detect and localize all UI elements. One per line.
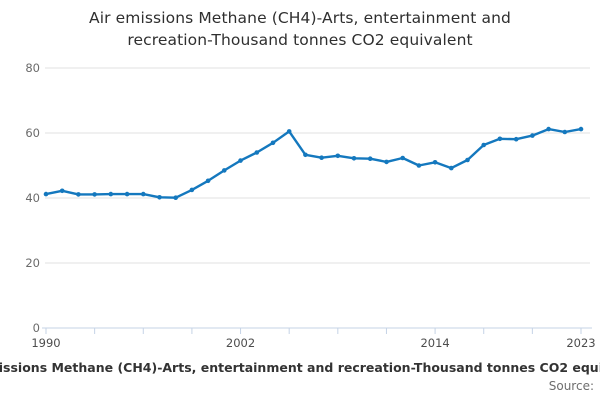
data-point — [124, 191, 130, 197]
series-line — [44, 127, 583, 199]
data-point — [286, 129, 292, 134]
data-point — [562, 129, 568, 135]
data-point — [416, 163, 422, 168]
y-tick-label: 80 — [25, 61, 40, 75]
data-point — [465, 157, 470, 163]
x-tick-label: 2014 — [420, 336, 449, 350]
y-axis-labels: 0 20 40 60 80 — [25, 61, 40, 335]
y-tick-label: 60 — [25, 126, 40, 140]
data-point — [319, 155, 324, 160]
data-point — [157, 195, 162, 200]
data-point — [481, 142, 487, 148]
chart-title-line2: recreation-Thousand tonnes CO2 equivalen… — [127, 31, 473, 49]
x-tick-label: 1990 — [31, 336, 60, 350]
y-tick-label: 20 — [25, 256, 40, 270]
data-point — [141, 191, 146, 197]
data-point — [449, 165, 454, 171]
data-point — [222, 168, 227, 173]
data-point — [384, 159, 389, 165]
x-tick-label: 2023 — [566, 336, 595, 350]
data-point — [497, 136, 503, 142]
source-label: Source: — [548, 379, 594, 393]
data-point — [238, 158, 243, 163]
data-point-markers — [43, 126, 584, 200]
data-point — [530, 133, 535, 138]
chart-title-line1: Air emissions Methane (CH4)-Arts, entert… — [89, 9, 511, 27]
data-point — [513, 136, 519, 142]
gridlines — [45, 67, 590, 264]
data-point — [76, 192, 81, 197]
data-point — [335, 153, 341, 159]
data-point — [254, 150, 260, 155]
legend-caption: Air emissions Methane (CH4)-Arts, entert… — [0, 360, 600, 375]
data-point — [367, 156, 373, 161]
data-point — [578, 126, 584, 132]
data-point — [108, 191, 114, 197]
y-tick-label: 0 — [33, 321, 40, 335]
data-point — [400, 155, 406, 161]
y-tick-label: 40 — [25, 191, 40, 205]
data-point — [189, 187, 195, 193]
data-point — [173, 195, 178, 200]
data-point — [92, 192, 97, 197]
data-point — [205, 178, 211, 184]
data-point — [351, 156, 357, 161]
data-point — [303, 152, 308, 158]
data-point — [546, 126, 551, 132]
data-point — [43, 191, 49, 197]
chart-title: Air emissions Methane (CH4)-Arts, entert… — [0, 7, 600, 51]
x-axis-labels: 1990 2002 2014 2023 — [31, 336, 595, 350]
data-point — [270, 140, 276, 146]
data-point — [432, 160, 438, 165]
x-axis — [42, 327, 592, 334]
x-tick-label: 2002 — [226, 336, 255, 350]
data-point — [59, 188, 65, 194]
